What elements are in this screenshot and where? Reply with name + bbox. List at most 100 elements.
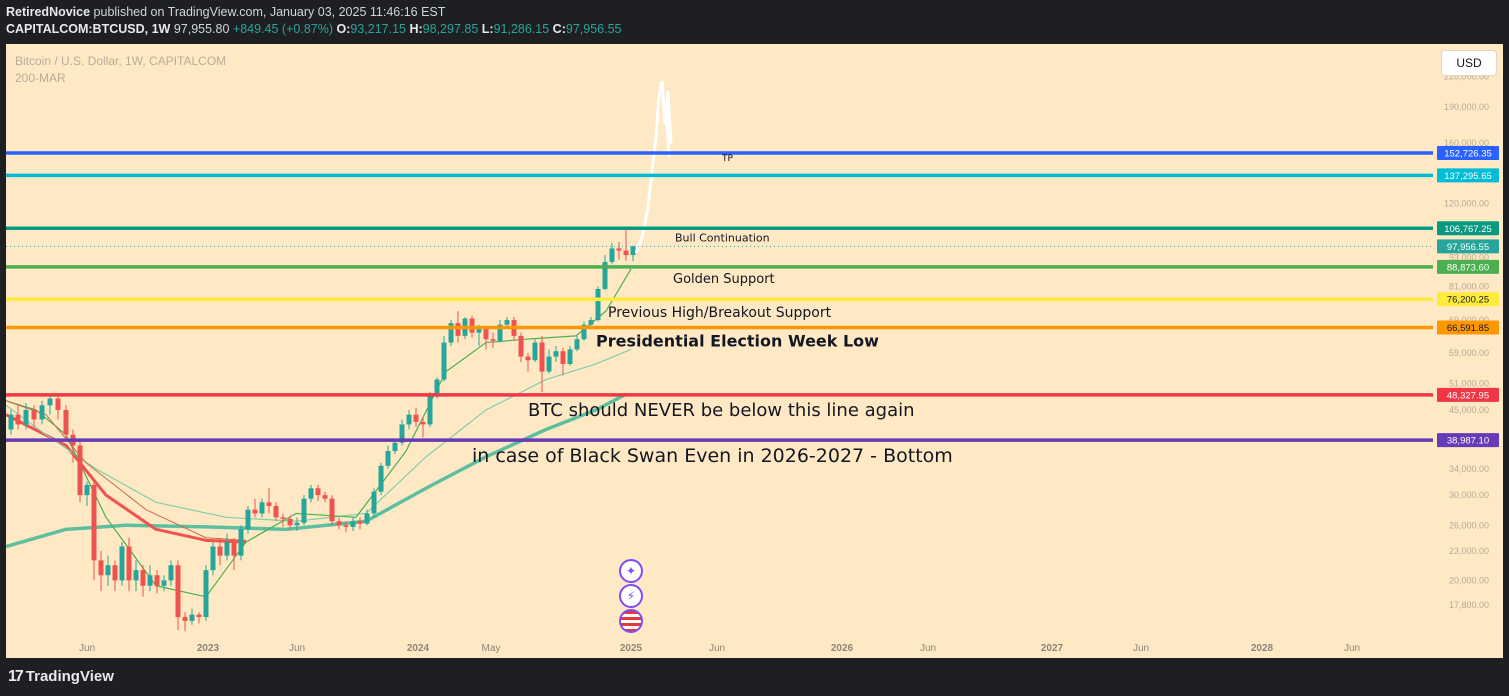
projection-path <box>634 80 673 254</box>
price-axis-label: 69,000.00 <box>1449 315 1489 325</box>
level-price-tag <box>1437 433 1499 448</box>
candle-body <box>574 339 580 350</box>
level-price-label: 106,767.25 <box>1444 224 1492 235</box>
candle-body <box>623 250 629 256</box>
level-annotation: Golden Support <box>673 272 775 287</box>
candle-body <box>560 351 566 364</box>
candle-body <box>259 502 265 514</box>
candle-body <box>238 529 244 556</box>
candle-body <box>224 542 230 556</box>
candle-body <box>553 351 559 357</box>
time-axis-label: 2028 <box>1251 643 1274 654</box>
candle-body <box>266 502 272 506</box>
lightning-icon[interactable]: ⚡ <box>619 584 643 608</box>
last-price: 97,955.80 <box>173 22 230 36</box>
close-value: 97,956.55 <box>565 22 622 36</box>
candle-body <box>525 356 531 361</box>
candle-body <box>539 342 545 372</box>
tradingview-logo[interactable]: 17 TradingView <box>8 668 114 686</box>
candle-body <box>84 484 90 496</box>
level-price-tag <box>1437 259 1499 274</box>
candle-body <box>112 565 118 581</box>
candle-body <box>231 542 237 556</box>
candle-body <box>441 342 447 380</box>
candle-body <box>91 484 97 561</box>
high-label: H: <box>409 22 423 36</box>
author-name[interactable]: RetiredNovice <box>6 5 91 19</box>
candle-body <box>343 525 349 527</box>
candle-body <box>175 565 181 618</box>
price-axis-label: 220,000.00 <box>1444 71 1489 81</box>
currency-button[interactable]: USD <box>1441 50 1497 76</box>
level-price-label: 66,591.85 <box>1447 323 1489 334</box>
price-axis-label: 59,000.00 <box>1449 348 1489 358</box>
publisher-line: RetiredNovice published on TradingView.c… <box>6 5 445 19</box>
level-price-tag <box>1437 292 1499 307</box>
price-axis-label: 30,000.00 <box>1449 490 1489 500</box>
brand-name: TradingView <box>25 668 114 685</box>
price-change: +849.45 (+0.87%) <box>232 22 333 36</box>
candle-body <box>31 409 37 420</box>
price-axis-label: 51,000.00 <box>1449 379 1489 389</box>
tradingview-logo-icon: 17 <box>8 668 24 685</box>
candle-body <box>364 513 370 524</box>
time-axis-label: 2023 <box>197 643 220 654</box>
price-axis-label: 20,000.00 <box>1449 575 1489 585</box>
level-price-tag <box>1437 221 1499 236</box>
price-axis-label: 81,000.00 <box>1449 281 1489 291</box>
candle-body <box>448 323 454 343</box>
price-axis-label: 17,800.00 <box>1449 600 1489 610</box>
time-axis-label: Jun <box>79 643 95 654</box>
candle-body <box>588 320 594 325</box>
ma-fast-line <box>6 268 632 598</box>
price-axis-label: 45,000.00 <box>1449 405 1489 415</box>
candle-body <box>630 246 636 256</box>
candle-body <box>154 575 160 586</box>
candle-body <box>350 521 356 527</box>
candle-body <box>203 570 209 618</box>
candle-body <box>476 327 482 333</box>
chart-pane[interactable]: Jun 2023 Jun 2024 May 2025 Jun 2026 Jun 2027 Jun 20… <box>6 44 1503 658</box>
price-axis-label: 34,000.00 <box>1449 464 1489 474</box>
chart-canvas[interactable]: Jun 2023 Jun 2024 May 2025 Jun 2026 Jun 2027 Jun 20… <box>6 44 1503 658</box>
candle-body <box>371 491 377 514</box>
candle-body <box>8 414 14 430</box>
candle-body <box>357 521 363 524</box>
close-label: C: <box>552 22 566 36</box>
level-price-tag <box>1437 239 1499 254</box>
time-axis-label: 2024 <box>407 643 430 654</box>
us-flag-icon[interactable] <box>619 609 643 633</box>
footer-bar: 17 TradingView <box>0 658 1509 696</box>
ohlc-line: CAPITALCOM:BTCUSD, 1W 97,955.80 +849.45 … <box>6 22 621 36</box>
legend-indicator[interactable]: 200-MAR <box>15 71 66 85</box>
candle-body <box>504 320 510 325</box>
candle-body <box>329 498 335 522</box>
candle-body <box>77 445 83 496</box>
candle-body <box>63 409 69 435</box>
candle-body <box>455 323 461 336</box>
candle-body <box>469 318 475 333</box>
time-axis-label: Jun <box>1344 643 1360 654</box>
time-axis-label: Jun <box>289 643 305 654</box>
time-axis-label: Jun <box>1133 643 1149 654</box>
sparkle-icon[interactable]: ✦ <box>619 559 643 583</box>
candle-body <box>280 517 286 519</box>
level-annotation: BTC should NEVER be below this line agai… <box>528 400 915 421</box>
time-axis-label: 2025 <box>620 643 643 654</box>
level-price-tag <box>1437 168 1499 183</box>
candle-body <box>98 560 104 576</box>
candle-body <box>595 288 601 321</box>
candle-body <box>378 465 384 492</box>
low-value: 91,286.15 <box>493 22 550 36</box>
time-axis-label: May <box>482 643 501 654</box>
candle-body <box>385 451 391 466</box>
candle-body <box>609 248 615 262</box>
candle-body <box>245 509 251 530</box>
candle-body <box>47 398 53 406</box>
candle-body <box>126 546 132 581</box>
candle-body <box>434 379 440 397</box>
time-axis-label: Jun <box>709 643 725 654</box>
candle-body <box>399 424 405 443</box>
level-annotation: TP <box>721 154 733 164</box>
symbol-label: CAPITALCOM:BTCUSD, 1W <box>6 22 171 36</box>
